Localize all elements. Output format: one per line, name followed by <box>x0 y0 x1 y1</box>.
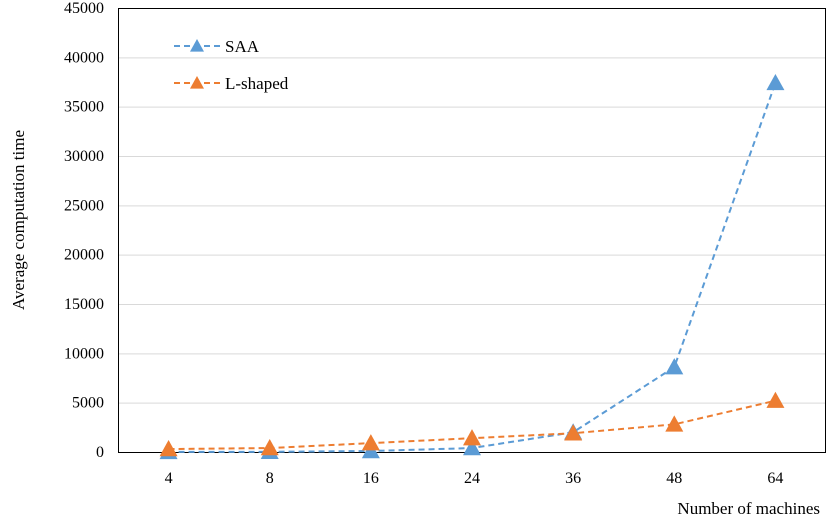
y-axis-ticks: 0 5000 10000 15000 20000 25000 30000 35000 40000… <box>64 0 104 461</box>
legend-marker <box>190 76 204 89</box>
y-tick-label: 0 <box>96 444 104 461</box>
x-tick-label: 64 <box>767 470 783 487</box>
data-point-marker <box>665 415 684 432</box>
y-tick-label: 20000 <box>64 247 104 264</box>
data-point-marker <box>766 73 785 91</box>
legend-label: L-shaped <box>225 74 289 93</box>
data-point-marker <box>159 440 178 457</box>
data-point-marker <box>564 424 583 441</box>
series-group <box>159 73 785 460</box>
x-tick-label: 24 <box>464 470 480 487</box>
data-point-marker <box>766 391 785 408</box>
x-tick-label: 36 <box>565 470 581 487</box>
legend-marker <box>190 39 204 52</box>
x-axis-ticks: 4 8 16 24 36 48 64 <box>165 470 784 487</box>
series-saa <box>159 73 785 460</box>
data-point-marker <box>665 358 684 375</box>
legend-item: L-shaped <box>174 74 289 93</box>
x-tick-label: 8 <box>266 470 274 487</box>
data-point-marker <box>463 429 481 446</box>
x-tick-label: 16 <box>363 470 379 487</box>
y-tick-label: 40000 <box>64 49 104 66</box>
x-tick-label: 48 <box>666 470 682 487</box>
data-point-marker <box>361 434 380 451</box>
y-tick-label: 45000 <box>64 0 104 17</box>
y-axis-title: Average computation time <box>9 130 28 310</box>
data-point-marker <box>260 439 279 456</box>
legend-item: SAA <box>174 37 260 56</box>
y-tick-label: 10000 <box>64 345 104 362</box>
x-axis-title: Number of machines <box>677 499 820 518</box>
legend: SAA L-shaped <box>174 37 289 93</box>
y-tick-label: 15000 <box>64 296 104 313</box>
x-tick-label: 4 <box>165 470 173 487</box>
gridlines <box>118 57 826 404</box>
legend-label: SAA <box>225 37 260 56</box>
y-tick-label: 30000 <box>64 148 104 165</box>
data-point-marker <box>463 439 481 456</box>
series-line <box>168 82 777 453</box>
y-tick-label: 5000 <box>72 395 104 412</box>
y-tick-label: 25000 <box>64 197 104 214</box>
series-l-shaped <box>159 391 785 457</box>
y-tick-label: 35000 <box>64 99 104 116</box>
